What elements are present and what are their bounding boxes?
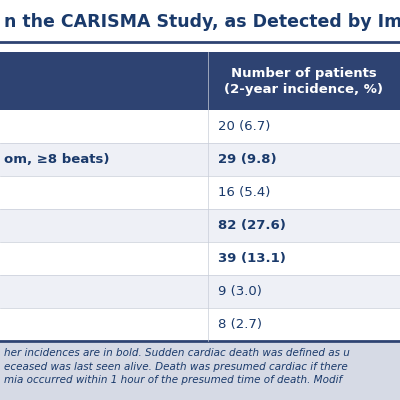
Bar	[0, 110, 400, 143]
Text: 8 (2.7): 8 (2.7)	[218, 318, 262, 331]
Text: 20 (6.7): 20 (6.7)	[218, 120, 270, 133]
Text: n the CARISMA Study, as Detected by Imp: n the CARISMA Study, as Detected by Imp	[4, 13, 400, 31]
Bar	[0, 242, 400, 275]
Bar	[0, 209, 400, 242]
Bar	[0, 42, 400, 52]
Text: Number of patients
(2-year incidence, %): Number of patients (2-year incidence, %)	[224, 66, 384, 96]
Bar	[0, 0, 400, 42]
Text: 39 (13.1): 39 (13.1)	[218, 252, 286, 265]
Text: 29 (9.8): 29 (9.8)	[218, 153, 277, 166]
Bar	[0, 275, 400, 308]
Bar	[0, 308, 400, 341]
Bar	[0, 143, 400, 176]
Text: 82 (27.6): 82 (27.6)	[218, 219, 286, 232]
Text: 9 (3.0): 9 (3.0)	[218, 285, 262, 298]
Bar	[0, 52, 400, 110]
Bar	[0, 343, 400, 400]
Text: om, ≥8 beats): om, ≥8 beats)	[4, 153, 110, 166]
Text: her incidences are in bold. Sudden cardiac death was defined as u
eceased was la: her incidences are in bold. Sudden cardi…	[4, 348, 350, 385]
Bar	[0, 176, 400, 209]
Text: 16 (5.4): 16 (5.4)	[218, 186, 270, 199]
